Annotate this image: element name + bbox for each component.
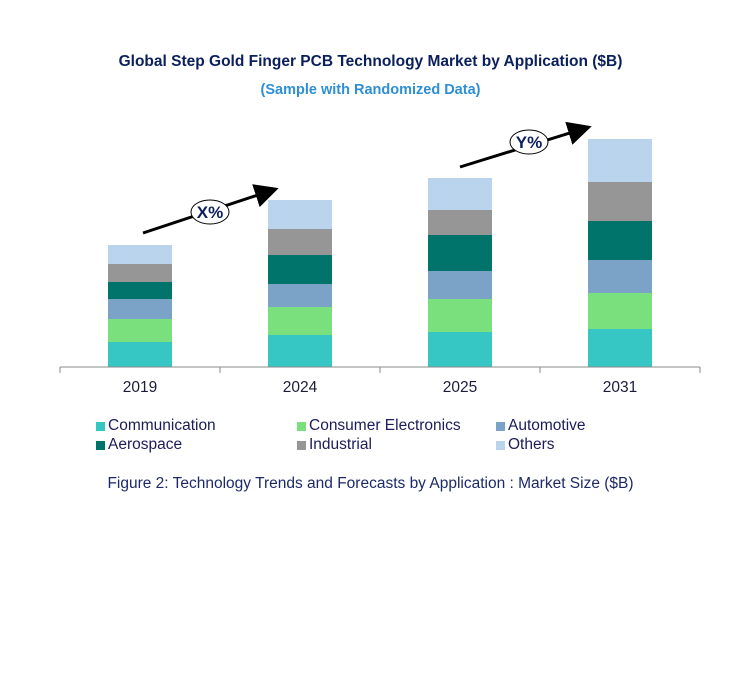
legend-label: Aerospace	[108, 436, 183, 453]
chart-title: Global Step Gold Finger PCB Technology M…	[118, 53, 623, 70]
bar-consumer-electronics-2019	[108, 319, 172, 342]
bar-industrial-2031	[588, 182, 652, 221]
bar-automotive-2025	[428, 271, 492, 299]
legend-item: Aerospace	[96, 436, 182, 454]
bar-automotive-2024	[268, 284, 332, 307]
bar-aerospace-2025	[428, 235, 492, 271]
x-tick-label: 2024	[283, 379, 318, 396]
legend-item: Communication	[96, 417, 216, 435]
legend-item: Others	[496, 436, 555, 454]
bar-consumer-electronics-2024	[268, 307, 332, 335]
bar-communication-2025	[428, 332, 492, 367]
legend-swatch	[297, 440, 306, 450]
bar-automotive-2019	[108, 299, 172, 319]
x-tick-label: 2025	[443, 379, 477, 396]
legend-swatch	[496, 421, 505, 431]
bar-others-2024	[268, 200, 332, 229]
chart-subtitle: (Sample with Randomized Data)	[260, 82, 481, 98]
legend-item: Industrial	[297, 436, 372, 454]
legend-label: Communication	[108, 417, 216, 434]
bar-automotive-2031	[588, 260, 652, 293]
legend-swatch	[297, 421, 306, 431]
growth-label: Y%	[516, 133, 542, 152]
legend-item: Automotive	[496, 417, 586, 435]
bar-communication-2019	[108, 342, 172, 367]
bar-industrial-2025	[428, 210, 492, 235]
legend-swatch	[96, 421, 105, 431]
x-tick-label: 2019	[123, 379, 157, 396]
bar-consumer-electronics-2025	[428, 299, 492, 332]
growth-label-ellipse	[190, 199, 230, 225]
bar-aerospace-2024	[268, 255, 332, 284]
legend-label: Others	[508, 436, 555, 453]
legend-label: Consumer Electronics	[309, 417, 461, 434]
bar-consumer-electronics-2031	[588, 293, 652, 329]
legend-swatch	[496, 440, 505, 450]
bar-aerospace-2031	[588, 221, 652, 260]
x-tick-label: 2031	[603, 379, 637, 396]
bar-aerospace-2019	[108, 282, 172, 299]
legend-label: Automotive	[508, 417, 586, 434]
legend-item: Consumer Electronics	[297, 417, 461, 435]
legend-label: Industrial	[309, 436, 372, 453]
bar-others-2019	[108, 245, 172, 264]
bar-others-2025	[428, 178, 492, 210]
figure-caption: Figure 2: Technology Trends and Forecast…	[107, 475, 634, 492]
bar-communication-2031	[588, 329, 652, 367]
bar-others-2031	[588, 139, 652, 182]
bar-industrial-2024	[268, 229, 332, 255]
bar-communication-2024	[268, 335, 332, 367]
legend-swatch	[96, 440, 105, 450]
growth-label-ellipse	[509, 129, 549, 155]
bar-industrial-2019	[108, 264, 172, 282]
growth-label: X%	[197, 203, 223, 222]
